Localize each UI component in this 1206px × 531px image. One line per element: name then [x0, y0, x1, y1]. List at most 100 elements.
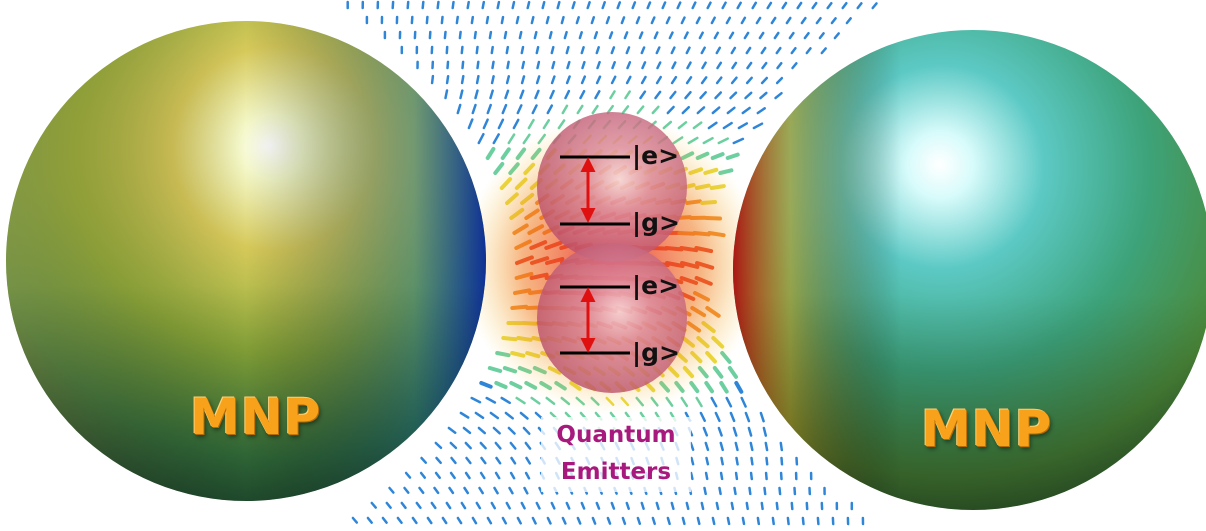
field-vector-arrow — [494, 441, 502, 450]
field-vector-arrow — [551, 60, 556, 70]
field-vector-arrow — [490, 45, 494, 55]
field-vector-arrow — [818, 32, 825, 40]
field-vector-arrow — [521, 60, 526, 70]
field-vector-arrow — [430, 501, 437, 510]
field-vector-arrow — [566, 60, 571, 70]
field-vector-arrow — [579, 89, 586, 100]
field-vector-arrow — [575, 16, 580, 25]
field-vector-arrow — [680, 396, 689, 408]
field-vector-arrow — [561, 516, 567, 525]
field-vector-arrow — [699, 91, 707, 100]
field-vector-arrow — [546, 104, 554, 115]
field-vector-arrow — [522, 426, 531, 435]
field-vector-arrow — [700, 501, 705, 511]
field-vector-arrow — [516, 516, 522, 525]
field-vector-arrow — [459, 89, 464, 100]
field-vector-arrow — [406, 0, 410, 10]
field-vector-arrow — [736, 1, 742, 10]
field-vector-arrow — [745, 76, 753, 85]
field-vector-arrow — [470, 396, 482, 404]
field-vector-arrow — [746, 61, 753, 70]
field-vector-arrow — [595, 46, 600, 55]
field-vector-arrow — [696, 106, 706, 115]
field-vector-arrow — [535, 501, 541, 510]
field-vector-arrow — [464, 441, 472, 450]
field-vector-arrow — [500, 147, 511, 160]
field-vector-arrow — [625, 75, 632, 85]
field-vector-arrow — [640, 501, 645, 510]
field-vector-arrow — [711, 106, 721, 115]
field-vector-arrow — [653, 31, 659, 40]
field-vector-arrow — [631, 1, 637, 10]
field-vector-arrow — [443, 30, 447, 40]
field-vector-arrow — [745, 46, 752, 55]
field-vector-arrow — [441, 516, 448, 525]
field-vector-arrow — [533, 30, 538, 40]
field-vector-arrow — [758, 31, 765, 40]
field-vector-arrow — [719, 441, 724, 452]
field-vector-arrow — [433, 486, 440, 495]
field-vector-arrow — [560, 15, 565, 25]
field-vector-arrow — [775, 76, 784, 85]
field-vector-arrow — [684, 90, 692, 100]
field-vector-arrow — [730, 76, 738, 85]
field-vector-arrow — [388, 486, 395, 494]
field-vector-arrow — [548, 30, 553, 40]
field-vector-arrow — [719, 471, 724, 481]
field-vector-arrow — [743, 31, 750, 40]
field-vector-arrow — [638, 31, 644, 40]
field-vector-arrow — [565, 45, 570, 55]
field-vector-arrow — [681, 105, 691, 115]
field-vector-arrow — [505, 501, 511, 510]
field-vector-arrow — [421, 0, 425, 10]
field-vector-arrow — [651, 516, 656, 525]
field-vector-arrow — [512, 118, 520, 130]
field-vector-arrow — [668, 31, 674, 40]
field-vector-arrow — [775, 501, 779, 511]
field-vector-arrow — [501, 516, 508, 525]
field-vector-arrow — [440, 15, 444, 25]
field-vector-arrow — [366, 516, 373, 524]
field-vector-arrow — [445, 74, 450, 85]
field-vector-arrow — [800, 16, 807, 25]
field-vector-arrow — [500, 15, 505, 25]
field-vector-arrow — [689, 471, 694, 481]
field-vector-arrow — [485, 147, 496, 160]
field-vector-arrow — [646, 1, 652, 10]
field-vector-arrow — [725, 396, 733, 408]
field-vector-arrow — [636, 105, 645, 115]
field-vector-arrow — [501, 103, 508, 115]
field-vector-arrow — [524, 441, 532, 450]
field-vector-arrow — [489, 89, 494, 100]
field-vector-arrow — [576, 516, 582, 525]
mnp-right-label: MNP — [921, 400, 1053, 458]
field-vector-arrow — [463, 486, 470, 495]
field-vector-arrow — [565, 75, 571, 85]
field-vector-arrow — [700, 46, 706, 55]
field-vector-arrow — [492, 133, 500, 145]
field-vector-arrow — [520, 45, 525, 55]
field-vector-arrow — [488, 30, 493, 40]
field-vector-arrow — [497, 118, 505, 130]
field-vector-arrow — [714, 91, 723, 100]
field-vector-arrow — [845, 17, 852, 25]
field-vector-arrow — [718, 486, 722, 496]
field-vector-arrow — [550, 45, 555, 55]
field-vector-arrow — [473, 30, 477, 40]
field-vector-arrow — [509, 471, 516, 480]
field-vector-arrow — [563, 30, 568, 40]
field-vector-arrow — [730, 46, 737, 55]
field-vector-arrow — [624, 90, 631, 100]
field-vector-arrow — [435, 456, 442, 465]
quantum-emitters-caption: Quantum Emitters — [541, 417, 691, 492]
field-vector-arrow — [531, 516, 537, 525]
field-vector-arrow — [351, 516, 359, 524]
field-vector-arrow — [609, 90, 616, 100]
field-vector-arrow — [689, 441, 695, 451]
field-vector-arrow — [655, 501, 660, 511]
field-vector-arrow — [730, 501, 735, 511]
field-vector-arrow — [669, 90, 677, 100]
field-vector-arrow — [538, 486, 544, 495]
field-vector-arrow — [734, 471, 739, 481]
